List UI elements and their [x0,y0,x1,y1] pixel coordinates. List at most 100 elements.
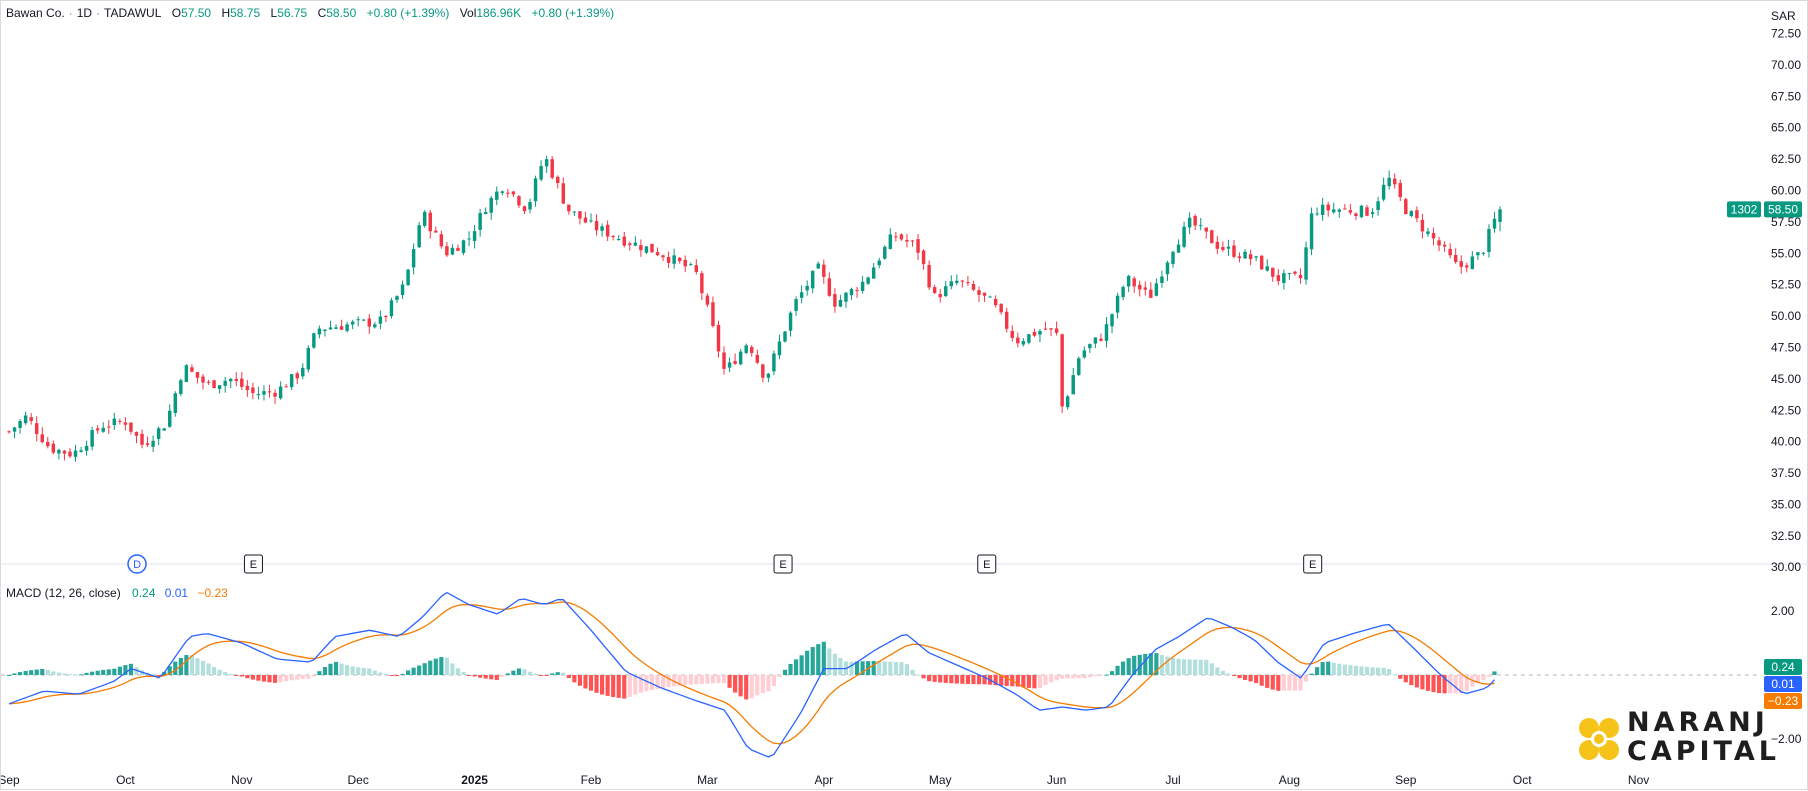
macd-histogram-bar [461,672,466,675]
event-marker-label: E [983,559,990,571]
macd-histogram-bar [1353,665,1358,675]
time-tick-label: Sep [1,773,20,787]
macd-histogram-bar [1364,666,1370,675]
symbol-name[interactable]: Bawan Co. [6,6,65,20]
candle-body [234,378,238,381]
macd-hist-badge-text: 0.24 [1771,660,1795,674]
macd-histogram-bar [422,663,427,675]
candle-body [1254,256,1258,258]
macd-histogram-bar [1026,675,1031,688]
candle-body [1415,210,1419,219]
interval-label[interactable]: 1D [76,6,93,20]
macd-histogram-bar [483,675,488,679]
macd-histogram-bar [716,675,721,684]
event-marker-label: D [133,559,141,571]
macd-histogram-bar [278,675,283,683]
candle-body [982,292,987,296]
macd-histogram-bar [1259,675,1264,686]
candle-body [528,202,532,210]
candle-body [57,449,61,454]
candle-body [727,362,732,368]
candle-body [578,211,582,219]
candle-body [683,259,687,267]
macd-histogram-bar [428,660,433,675]
macd-histogram-bar [167,666,172,675]
candle-body [472,231,477,241]
candle-body [240,378,244,387]
candle-body [245,385,250,391]
macd-histogram-bar [1109,671,1115,675]
candle-body [95,428,100,431]
macd-line-value: 0.01 [164,586,189,600]
candle-body [1043,328,1048,330]
candle-body [794,299,798,311]
macd-histogram-bar [954,675,959,684]
macd-histogram-bar [189,655,194,675]
macd-histogram-bar [1148,653,1153,675]
candle-body [118,420,122,422]
candle-body [1271,267,1275,277]
macd-histogram-bar [356,667,361,675]
candle-body [1282,273,1286,283]
candle-body [871,267,876,279]
macd-title[interactable]: MACD (12, 26, close) [6,586,121,600]
macd-histogram-bar [1398,675,1403,679]
macd-histogram-bar [339,663,344,675]
macd-histogram-bar [827,648,832,675]
candle-body [1398,183,1402,198]
candle-body [278,386,283,399]
candle-body [439,234,444,247]
macd-line-badge: 0.01 [1764,676,1802,692]
macd-histogram-bar [1115,665,1120,675]
candle-body [1160,276,1164,283]
macd-histogram-bar [1098,675,1104,676]
macd-histogram-bar [1209,663,1214,675]
macd-histogram-bar [417,665,422,675]
macd-histogram-bar [328,663,333,675]
candle-body [750,347,754,353]
candle-body [1187,217,1192,228]
macd-histogram-bar [1076,675,1081,679]
macd-histogram-bar [1231,675,1237,676]
macd-histogram-bar [367,668,372,675]
high-value: 58.75 [230,6,261,20]
candle-body [46,441,50,447]
macd-histogram-bar [888,661,893,675]
price-tick-label: 30.00 [1771,560,1801,574]
macd-histogram-bar [683,675,688,686]
macd-histogram-bar [223,672,228,675]
currency-label[interactable]: SAR [1771,9,1796,23]
candle-body [500,191,505,193]
macd-histogram-bar [1087,675,1092,678]
macd-histogram-bar [1475,675,1480,683]
macd-histogram-bar [311,675,316,677]
candle-body [583,217,588,223]
candle-body [628,243,632,246]
macd-histogram-bar [1331,662,1336,675]
candle-body [539,166,543,180]
candle-body [932,287,937,293]
time-tick-label: Mar [697,773,718,787]
candle-body [977,290,981,295]
candle-body [517,196,521,206]
candle-body [1392,178,1397,185]
macd-histogram-bar [1237,675,1242,679]
candle-body [810,270,815,289]
candle-body [12,427,17,432]
candle-body [644,246,649,253]
candle-body [156,428,161,439]
macd-histogram-bar [378,672,383,675]
macd-histogram-bar [90,671,95,675]
macd-pane [1,591,1761,758]
candle-body [339,326,344,330]
candle-body [944,286,948,297]
candle-body [1099,338,1103,341]
macd-histogram-bar [56,672,61,675]
macd-histogram-bar [250,675,255,680]
macd-histogram-bar [649,675,655,690]
macd-histogram-bar [295,675,300,680]
candle-body [1287,272,1292,274]
macd-histogram-bar [539,675,544,676]
candle-body [711,302,715,327]
candle-body [988,296,992,298]
